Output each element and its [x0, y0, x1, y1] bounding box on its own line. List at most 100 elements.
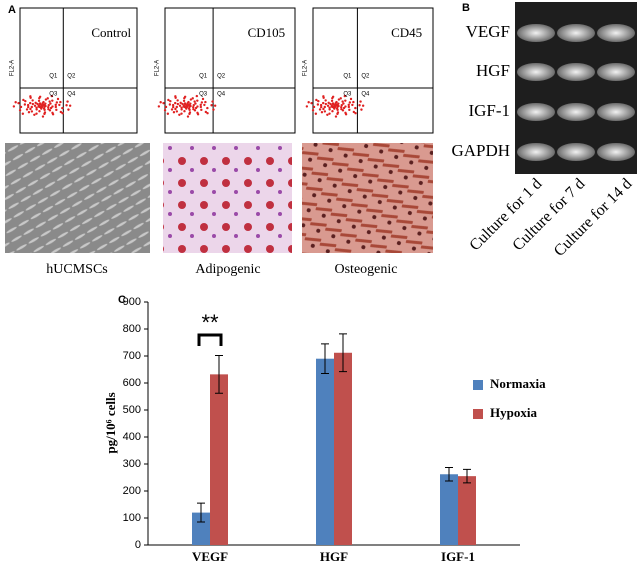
- flow-axis: FL2-A: [10, 60, 16, 76]
- event-dot: [35, 112, 38, 115]
- event-dot: [56, 97, 60, 101]
- event-dot: [320, 105, 323, 109]
- bar: [334, 352, 352, 545]
- y-tick-label: 200: [123, 485, 141, 497]
- gel-band: [517, 24, 555, 42]
- quadrant-label: Q3: [199, 92, 208, 98]
- event-dot: [19, 105, 23, 109]
- event-dot: [184, 105, 187, 109]
- event-dot: [354, 112, 357, 115]
- event-dot: [55, 108, 58, 112]
- event-dot: [307, 101, 310, 104]
- event-dot: [342, 102, 345, 105]
- event-dot: [170, 108, 174, 111]
- event-dot: [12, 105, 16, 108]
- event-dot: [186, 115, 190, 118]
- event-dot: [320, 111, 324, 114]
- event-dot: [171, 103, 175, 107]
- event-dot: [314, 112, 318, 115]
- event-dot: [204, 100, 207, 104]
- event-dot: [352, 110, 356, 114]
- event-dot: [167, 98, 170, 102]
- event-dot: [193, 100, 196, 103]
- quadrant-label: Q3: [49, 92, 58, 98]
- event-dot: [174, 95, 177, 98]
- y-tick-label: 300: [123, 458, 141, 470]
- event-dot: [344, 105, 347, 108]
- x-tick-label: IGF-1: [441, 549, 475, 562]
- event-dot: [48, 109, 52, 112]
- event-dot: [66, 100, 69, 103]
- gel-band: [557, 24, 595, 42]
- event-dot: [188, 112, 191, 116]
- event-dot: [49, 102, 52, 105]
- event-dot: [203, 103, 206, 107]
- y-tick-label: 100: [123, 512, 141, 524]
- error-bar: [339, 333, 347, 373]
- bar: [210, 374, 228, 545]
- event-dot: [341, 100, 344, 103]
- event-dot: [24, 99, 27, 103]
- significance-label: **: [201, 310, 219, 335]
- event-dot: [175, 110, 179, 113]
- quadrant-label: Q1: [343, 74, 352, 80]
- event-dot: [206, 112, 209, 115]
- event-dot: [206, 106, 209, 110]
- event-dot: [31, 102, 35, 106]
- event-dot: [43, 108, 46, 112]
- legend-label: Hypoxia: [490, 405, 537, 420]
- event-dot: [22, 98, 25, 102]
- event-dot: [23, 103, 27, 106]
- event-dot: [348, 101, 352, 104]
- event-dot: [39, 105, 42, 109]
- quadrant-label: Q4: [217, 92, 226, 98]
- event-dot: [343, 94, 347, 98]
- gel-band: [557, 103, 595, 121]
- event-dot: [169, 99, 172, 103]
- event-dot: [27, 111, 31, 114]
- event-dot: [196, 113, 200, 116]
- event-dot: [180, 108, 183, 111]
- event-dot: [341, 109, 345, 112]
- event-dot: [65, 104, 68, 107]
- event-dot: [59, 100, 62, 104]
- event-dot: [68, 104, 72, 107]
- event-dot: [61, 106, 64, 110]
- panel-label: B: [462, 2, 470, 14]
- event-dot: [199, 103, 202, 107]
- event-dot: [311, 109, 315, 112]
- event-dot: [55, 101, 59, 104]
- legend-swatch: [473, 409, 483, 419]
- gel-row-label: IGF-1: [468, 101, 510, 120]
- event-dot: [192, 104, 195, 107]
- event-dot: [21, 112, 25, 115]
- flow-axis: FL2-A: [155, 60, 161, 76]
- event-dot: [351, 103, 354, 107]
- event-dot: [180, 106, 183, 109]
- error-bar: [197, 502, 205, 523]
- event-dot: [164, 105, 168, 109]
- event-dot: [49, 106, 53, 110]
- event-dot: [67, 108, 70, 111]
- error-bar: [463, 468, 471, 484]
- event-dot: [180, 112, 183, 115]
- event-dot: [344, 113, 348, 116]
- event-dot: [58, 103, 61, 107]
- event-dot: [189, 98, 193, 101]
- event-dot: [188, 108, 191, 112]
- quadrant-label: Q2: [361, 74, 370, 80]
- flow-label: CD105: [248, 25, 286, 40]
- legend-label: Normaxia: [490, 376, 546, 391]
- event-dot: [200, 101, 204, 104]
- y-tick-label: 500: [123, 404, 141, 416]
- event-dot: [335, 100, 338, 104]
- gel-band: [597, 63, 635, 81]
- event-dot: [47, 106, 50, 109]
- event-dot: [331, 95, 335, 98]
- event-dot: [14, 101, 17, 104]
- event-dot: [326, 104, 330, 107]
- micrograph: [163, 143, 292, 253]
- gel-band: [597, 143, 635, 161]
- event-dot: [328, 106, 331, 109]
- event-dot: [323, 105, 326, 109]
